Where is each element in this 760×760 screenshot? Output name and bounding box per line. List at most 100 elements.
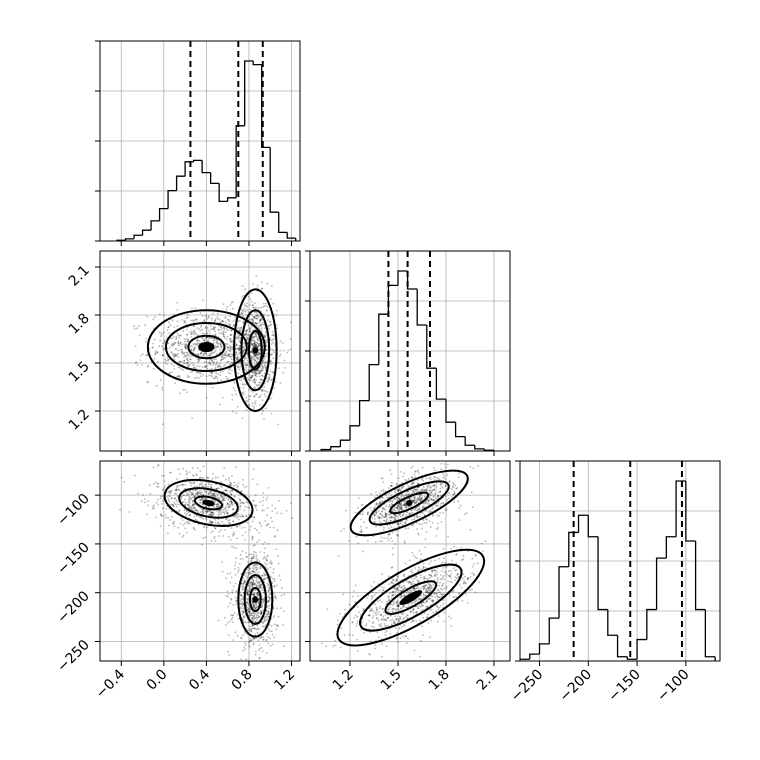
sample-point (249, 609, 252, 612)
sample-point (245, 310, 247, 313)
sample-point (168, 495, 170, 497)
sample-point (236, 348, 239, 351)
sample-point (406, 506, 408, 509)
sample-point (420, 489, 423, 491)
sample-point (214, 501, 217, 503)
sample-point (243, 333, 246, 336)
sample-point (251, 356, 253, 359)
sample-point (232, 531, 235, 534)
sample-point (237, 372, 240, 375)
sample-point (201, 543, 204, 546)
sample-point (252, 604, 255, 606)
sample-point (429, 526, 432, 529)
sample-point (382, 529, 385, 531)
sample-point (267, 600, 269, 603)
sample-point (272, 616, 275, 619)
sample-point (248, 591, 251, 593)
sample-point (267, 611, 270, 614)
sample-point (242, 621, 245, 623)
sample-point (181, 348, 183, 351)
sample-point (236, 361, 239, 364)
sample-point (250, 355, 252, 357)
sample-point (271, 582, 274, 585)
sample-point (187, 492, 190, 495)
sample-point (351, 621, 354, 624)
sample-point (256, 509, 258, 511)
sample-point (263, 603, 266, 605)
sample-point (232, 546, 235, 549)
sample-point (251, 583, 254, 586)
sample-point (434, 469, 437, 472)
sample-point (397, 576, 399, 578)
sample-point (271, 510, 274, 512)
sample-point (263, 572, 265, 575)
sample-point (384, 513, 387, 516)
sample-point (215, 362, 218, 365)
sample-point (397, 523, 399, 525)
sample-point (170, 490, 173, 492)
sample-point (266, 309, 268, 312)
sample-point (448, 497, 450, 500)
sample-point (238, 353, 240, 355)
sample-point (226, 346, 229, 348)
sample-point (227, 346, 230, 349)
sample-point (396, 488, 398, 491)
sample-point (441, 584, 444, 587)
sample-point (455, 569, 458, 571)
sample-point (418, 498, 421, 501)
sample-point (275, 597, 277, 600)
sample-point (190, 348, 192, 351)
sample-point (249, 588, 252, 591)
sample-point (196, 509, 199, 512)
sample-point (400, 494, 403, 496)
sample-point (195, 318, 197, 321)
sample-point (263, 575, 266, 577)
sample-point (270, 348, 272, 351)
sample-point (359, 525, 362, 528)
sample-point (447, 463, 449, 466)
sample-point (232, 387, 235, 389)
sample-point (236, 634, 239, 637)
sample-point (251, 325, 254, 328)
sample-point (261, 281, 263, 283)
sample-point (248, 372, 251, 375)
sample-point (179, 392, 181, 395)
sample-point (439, 483, 442, 485)
sample-point (378, 502, 380, 505)
sample-point (235, 365, 238, 368)
sample-point (236, 485, 239, 488)
sample-point (245, 305, 248, 307)
sample-point (192, 506, 195, 509)
sample-point (387, 539, 390, 541)
sample-point (267, 601, 269, 603)
sample-point (253, 605, 255, 608)
sample-point (391, 540, 394, 543)
sample-point (241, 312, 244, 315)
sample-point (238, 331, 241, 334)
sample-point (210, 483, 213, 486)
sample-point (228, 500, 231, 503)
sample-point (255, 375, 258, 378)
sample-point (224, 317, 227, 319)
sample-point (251, 624, 253, 626)
sample-point (183, 359, 186, 362)
sample-point (245, 555, 248, 558)
sample-point (250, 639, 253, 642)
sample-point (242, 375, 244, 378)
sample-point (416, 557, 418, 560)
sample-point (235, 466, 237, 468)
sample-point (234, 514, 237, 517)
sample-point (379, 497, 382, 500)
sample-point (455, 562, 458, 565)
sample-point (156, 482, 159, 485)
sample-point (252, 637, 255, 640)
sample-point (230, 500, 233, 503)
sample-point (255, 576, 258, 579)
histogram-bin (587, 515, 599, 538)
sample-point (391, 510, 394, 512)
sample-point (193, 348, 195, 351)
sample-point (262, 369, 264, 372)
y-tick-label: −100 (54, 491, 93, 530)
contour-level (368, 480, 450, 526)
sample-point (242, 611, 245, 614)
